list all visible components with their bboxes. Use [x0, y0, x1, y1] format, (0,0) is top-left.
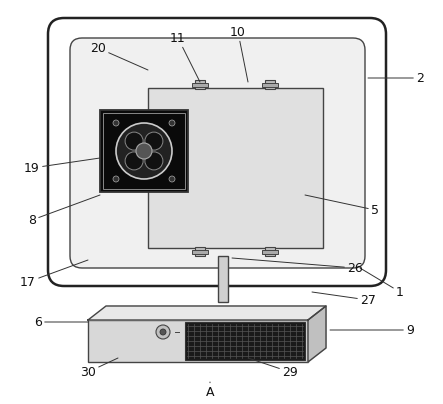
Text: 29: 29 [248, 358, 298, 379]
Circle shape [136, 143, 152, 159]
Bar [192, 250, 208, 254]
Text: 10: 10 [230, 25, 248, 82]
Circle shape [145, 132, 163, 150]
Text: A: A [206, 382, 214, 398]
Text: 1: 1 [360, 268, 404, 299]
Text: 27: 27 [312, 292, 376, 307]
Text: 17: 17 [20, 260, 88, 288]
Bar [265, 80, 275, 89]
Circle shape [116, 123, 172, 179]
Bar [265, 247, 275, 256]
Circle shape [113, 120, 119, 126]
Circle shape [145, 152, 163, 170]
Circle shape [169, 176, 175, 182]
Circle shape [160, 329, 166, 335]
Text: 6: 6 [34, 316, 88, 328]
Bar [103, 113, 185, 189]
Text: 30: 30 [80, 358, 118, 379]
Bar [262, 83, 278, 87]
FancyBboxPatch shape [48, 18, 386, 286]
Circle shape [113, 176, 119, 182]
FancyBboxPatch shape [70, 38, 365, 268]
Text: 20: 20 [90, 42, 148, 70]
Bar [88, 320, 308, 362]
Bar [185, 322, 305, 360]
Circle shape [169, 120, 175, 126]
Polygon shape [308, 306, 326, 362]
Text: 8: 8 [28, 195, 100, 227]
Circle shape [156, 325, 170, 339]
Text: 11: 11 [170, 32, 200, 82]
Text: 5: 5 [305, 195, 379, 217]
Text: 9: 9 [330, 324, 414, 337]
Bar [218, 256, 228, 302]
Bar [195, 80, 205, 89]
Text: 26: 26 [232, 258, 363, 274]
Bar [100, 110, 188, 192]
Circle shape [125, 152, 143, 170]
Circle shape [125, 132, 143, 150]
Text: 19: 19 [24, 158, 100, 175]
Bar [262, 250, 278, 254]
Text: 2: 2 [368, 72, 424, 84]
Bar [148, 88, 323, 248]
Bar [192, 83, 208, 87]
Bar [195, 247, 205, 256]
Polygon shape [88, 306, 326, 320]
